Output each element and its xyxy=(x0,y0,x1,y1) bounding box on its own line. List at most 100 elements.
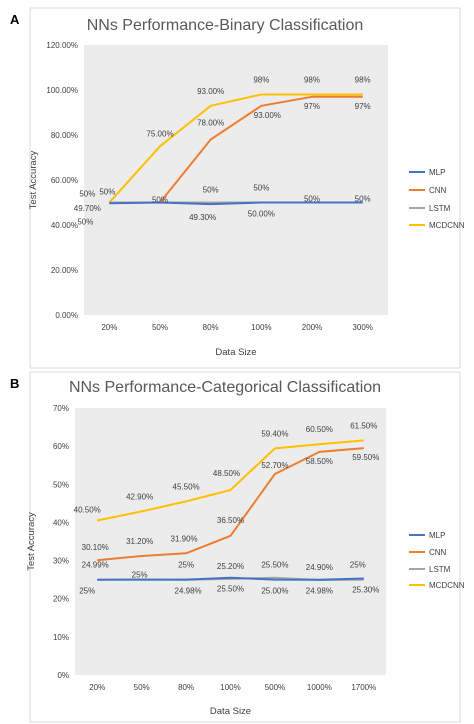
legend-label-lstm: LSTM xyxy=(429,204,451,213)
plot-area xyxy=(84,45,388,315)
data-label: 50% xyxy=(77,218,93,227)
data-label: 50.00% xyxy=(248,210,275,219)
x-tick-label: 300% xyxy=(352,323,372,332)
chart-title: NNs Performance-Binary Classification xyxy=(87,17,364,34)
series-line-cnn xyxy=(97,447,364,562)
chart-title: NNs Performance-Categorical Classificati… xyxy=(69,379,381,396)
data-label: 48.50% xyxy=(213,469,240,478)
data-label: 24.98% xyxy=(306,587,333,596)
data-label: 42.90% xyxy=(126,492,153,501)
data-label: 31.20% xyxy=(126,537,153,546)
x-tick-label: 100% xyxy=(251,323,271,332)
chart-panel-A: A NNs Performance-Binary Classification 0.… xyxy=(10,7,465,369)
legend-label-mlp: MLP xyxy=(429,531,445,540)
data-label: 25% xyxy=(178,561,194,570)
panel-letter: B xyxy=(10,376,19,391)
y-tick-label: 60.00% xyxy=(51,176,78,185)
data-label: 25.50% xyxy=(261,561,288,570)
data-label: 25% xyxy=(132,571,148,580)
legend-label-mcdcnn: MCDCNN xyxy=(429,581,465,590)
data-label: 78.00% xyxy=(197,119,224,128)
data-label: 59.40% xyxy=(261,429,288,438)
data-label: 97% xyxy=(355,102,371,111)
x-tick-label: 80% xyxy=(203,323,219,332)
data-label: 50% xyxy=(152,196,168,205)
data-label: 25.00% xyxy=(261,587,288,596)
x-tick-label: 100% xyxy=(220,683,240,692)
data-label: 36.50% xyxy=(217,516,244,525)
data-label: 50% xyxy=(253,184,269,193)
data-label: 24.99% xyxy=(82,561,109,570)
series-line-mcdcnn xyxy=(108,93,363,204)
data-label: 25% xyxy=(350,561,366,570)
plot-area xyxy=(75,408,386,675)
x-tick-label: 1700% xyxy=(351,683,376,692)
y-tick-label: 120.00% xyxy=(46,41,78,50)
data-label: 60.50% xyxy=(306,425,333,434)
x-tick-label: 50% xyxy=(152,323,168,332)
x-axis-label: Data Size xyxy=(210,706,251,717)
series-line-mlp xyxy=(109,201,363,206)
x-tick-label: 20% xyxy=(101,323,117,332)
data-label: 98% xyxy=(304,76,320,85)
data-label: 97% xyxy=(304,102,320,111)
x-tick-label: 200% xyxy=(302,323,322,332)
data-label: 50% xyxy=(355,195,371,204)
y-tick-label: 0.00% xyxy=(55,311,78,320)
x-tick-label: 500% xyxy=(265,683,285,692)
y-tick-label: 30% xyxy=(53,557,69,566)
x-axis-label: Data Size xyxy=(215,347,256,358)
y-tick-label: 100.00% xyxy=(46,86,78,95)
legend-label-cnn: CNN xyxy=(429,186,447,195)
data-label: 25.30% xyxy=(352,585,379,594)
data-label: 40.50% xyxy=(74,506,101,515)
y-tick-label: 20% xyxy=(53,595,69,604)
data-label: 25.50% xyxy=(217,585,244,594)
data-label: 49.70% xyxy=(74,204,101,213)
y-tick-label: 70% xyxy=(53,404,69,413)
data-label: 93.00% xyxy=(254,111,281,120)
data-label: 58.50% xyxy=(306,457,333,466)
data-label: 93.00% xyxy=(197,87,224,96)
legend-label-mlp: MLP xyxy=(429,168,445,177)
data-label: 25.20% xyxy=(217,562,244,571)
data-label: 50% xyxy=(79,190,95,199)
data-label: 50% xyxy=(304,195,320,204)
data-label: 75.00% xyxy=(146,129,173,138)
y-axis-label: Test Accuracy xyxy=(26,512,37,571)
data-label: 50% xyxy=(203,186,219,195)
data-label: 30.10% xyxy=(82,543,109,552)
data-label: 25% xyxy=(79,587,95,596)
panel-letter: A xyxy=(10,12,20,27)
x-tick-label: 20% xyxy=(89,683,105,692)
x-tick-label: 1000% xyxy=(307,683,332,692)
y-tick-label: 40% xyxy=(53,518,69,527)
data-label: 98% xyxy=(253,76,269,85)
data-label: 50% xyxy=(99,188,115,197)
y-tick-label: 10% xyxy=(53,633,69,642)
chart-panel-B: B NNs Performance-Categorical Classificat… xyxy=(10,371,465,723)
y-tick-label: 20.00% xyxy=(51,266,78,275)
series-line-mlp xyxy=(97,576,364,581)
x-tick-label: 50% xyxy=(134,683,150,692)
y-tick-label: 0% xyxy=(57,671,69,680)
data-label: 31.90% xyxy=(171,534,198,543)
data-label: 59.50% xyxy=(352,453,379,462)
y-tick-label: 40.00% xyxy=(51,221,78,230)
legend-label-cnn: CNN xyxy=(429,548,447,557)
y-tick-label: 60% xyxy=(53,442,69,451)
y-tick-label: 50% xyxy=(53,480,69,489)
legend-label-mcdcnn: MCDCNN xyxy=(429,221,465,230)
y-tick-label: 80.00% xyxy=(51,131,78,140)
series-line-mcdcnn xyxy=(96,439,364,522)
data-label: 24.98% xyxy=(175,587,202,596)
data-label: 61.50% xyxy=(350,421,377,430)
y-axis-label: Test Accuracy xyxy=(28,150,39,209)
x-tick-label: 80% xyxy=(178,683,194,692)
data-label: 45.50% xyxy=(173,482,200,491)
legend-label-lstm: LSTM xyxy=(429,565,451,574)
data-label: 49.30% xyxy=(189,213,216,222)
data-label: 98% xyxy=(355,76,371,85)
data-label: 52.70% xyxy=(261,461,288,470)
